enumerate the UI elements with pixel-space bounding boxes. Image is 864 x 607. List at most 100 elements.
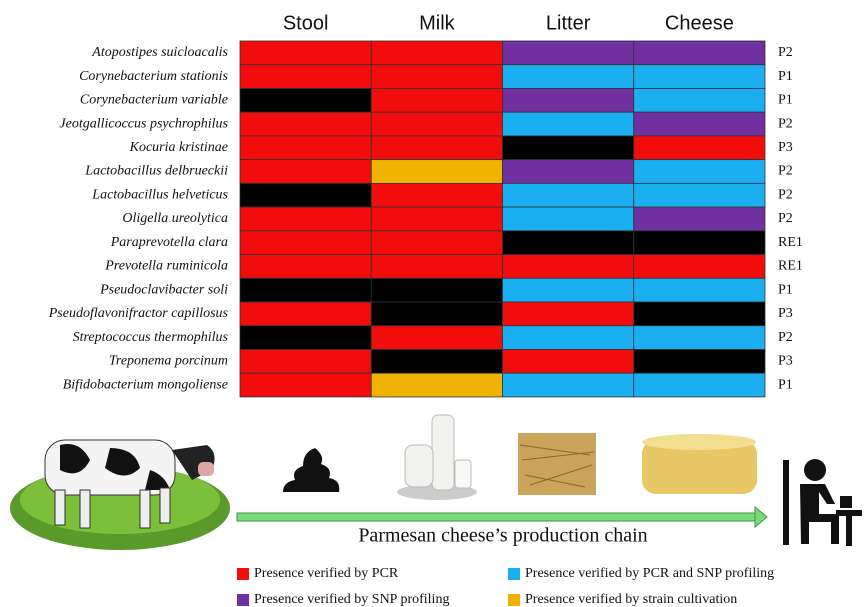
cell	[240, 255, 371, 279]
cell	[240, 278, 371, 302]
cell	[634, 207, 765, 231]
species-name: Corynebacterium stationis	[79, 69, 228, 84]
stool-icon	[283, 448, 339, 492]
species-name: Treponema porcinum	[109, 354, 228, 369]
cell	[371, 207, 502, 231]
cell	[371, 255, 502, 279]
cell	[371, 88, 502, 112]
cell	[371, 65, 502, 89]
cell	[634, 255, 765, 279]
legend-text: Presence verified by PCR and SNP profili…	[525, 566, 774, 581]
cell	[634, 65, 765, 89]
species-name: Jeotgallicoccus psychrophilus	[59, 116, 228, 131]
species-name: Prevotella ruminicola	[104, 259, 228, 274]
cell	[371, 373, 502, 397]
row-label: RE1	[778, 235, 803, 250]
cell	[634, 278, 765, 302]
cell	[240, 207, 371, 231]
cell	[240, 160, 371, 184]
cell	[371, 136, 502, 160]
cell	[240, 326, 371, 350]
cell	[634, 326, 765, 350]
cell	[503, 373, 634, 397]
cell	[240, 88, 371, 112]
milk-illustration	[397, 415, 477, 500]
row-label: P1	[778, 377, 793, 392]
cow-illustration	[10, 440, 230, 550]
cell	[503, 65, 634, 89]
legend-text: Presence verified by PCR	[254, 566, 399, 581]
cell	[634, 231, 765, 255]
hay-illustration	[518, 433, 596, 495]
cell	[503, 183, 634, 207]
cell	[634, 41, 765, 65]
cell	[503, 255, 634, 279]
caption: Parmesan cheese’s production chain	[358, 525, 647, 547]
species-name: Pseudoflavonifractor capillosus	[48, 306, 229, 321]
person-icon	[783, 459, 862, 546]
cell	[371, 160, 502, 184]
cell	[634, 183, 765, 207]
legend-text: Presence verified by strain cultivation	[525, 592, 737, 607]
column-header: Milk	[419, 12, 456, 34]
row-label: P2	[778, 116, 793, 131]
row-label: P2	[778, 330, 793, 345]
cell	[503, 88, 634, 112]
species-name: Bifidobacterium mongoliense	[63, 377, 228, 392]
cell	[503, 136, 634, 160]
row-label: RE1	[778, 259, 803, 274]
legend-text: Presence verified by SNP profiling	[254, 592, 449, 607]
legend-swatch	[508, 594, 520, 606]
cell	[240, 349, 371, 373]
legend-swatch	[237, 594, 249, 606]
legend-swatch	[237, 568, 249, 580]
row-label: P3	[778, 306, 793, 321]
row-label: P2	[778, 164, 793, 179]
row-label: P1	[778, 93, 793, 108]
cell	[503, 326, 634, 350]
cell	[634, 136, 765, 160]
cell	[503, 160, 634, 184]
row-label: P2	[778, 45, 793, 60]
cell	[240, 231, 371, 255]
cell	[240, 136, 371, 160]
cell	[634, 349, 765, 373]
species-name: Streptococcus thermophilus	[73, 330, 229, 345]
cell	[240, 41, 371, 65]
species-name: Atopostipes suicloacalis	[91, 45, 228, 60]
cell	[240, 373, 371, 397]
species-name: Paraprevotella clara	[110, 235, 228, 250]
cell	[634, 88, 765, 112]
cell	[503, 207, 634, 231]
cell	[503, 278, 634, 302]
figure: Parmesan cheese’s production chain Stool…	[0, 0, 864, 607]
cell	[371, 302, 502, 326]
cell	[634, 160, 765, 184]
cell	[503, 112, 634, 136]
cheese-illustration	[642, 434, 757, 494]
cell	[240, 302, 371, 326]
species-name: Corynebacterium variable	[80, 93, 228, 108]
cell	[634, 112, 765, 136]
row-label: P3	[778, 354, 793, 369]
cell	[371, 278, 502, 302]
cell	[503, 349, 634, 373]
legend-swatch	[508, 568, 520, 580]
cell	[503, 302, 634, 326]
cell	[503, 41, 634, 65]
column-header: Cheese	[665, 12, 734, 34]
cell	[371, 231, 502, 255]
species-name: Lactobacillus helveticus	[91, 187, 228, 202]
cell	[634, 302, 765, 326]
row-label: P3	[778, 140, 793, 155]
cell	[371, 183, 502, 207]
cell	[371, 112, 502, 136]
column-header: Litter	[546, 12, 591, 34]
cell	[240, 65, 371, 89]
cell	[634, 373, 765, 397]
species-name: Pseudoclavibacter soli	[99, 282, 228, 297]
cell	[503, 231, 634, 255]
row-label: P1	[778, 69, 793, 84]
cell	[371, 326, 502, 350]
cell	[240, 112, 371, 136]
